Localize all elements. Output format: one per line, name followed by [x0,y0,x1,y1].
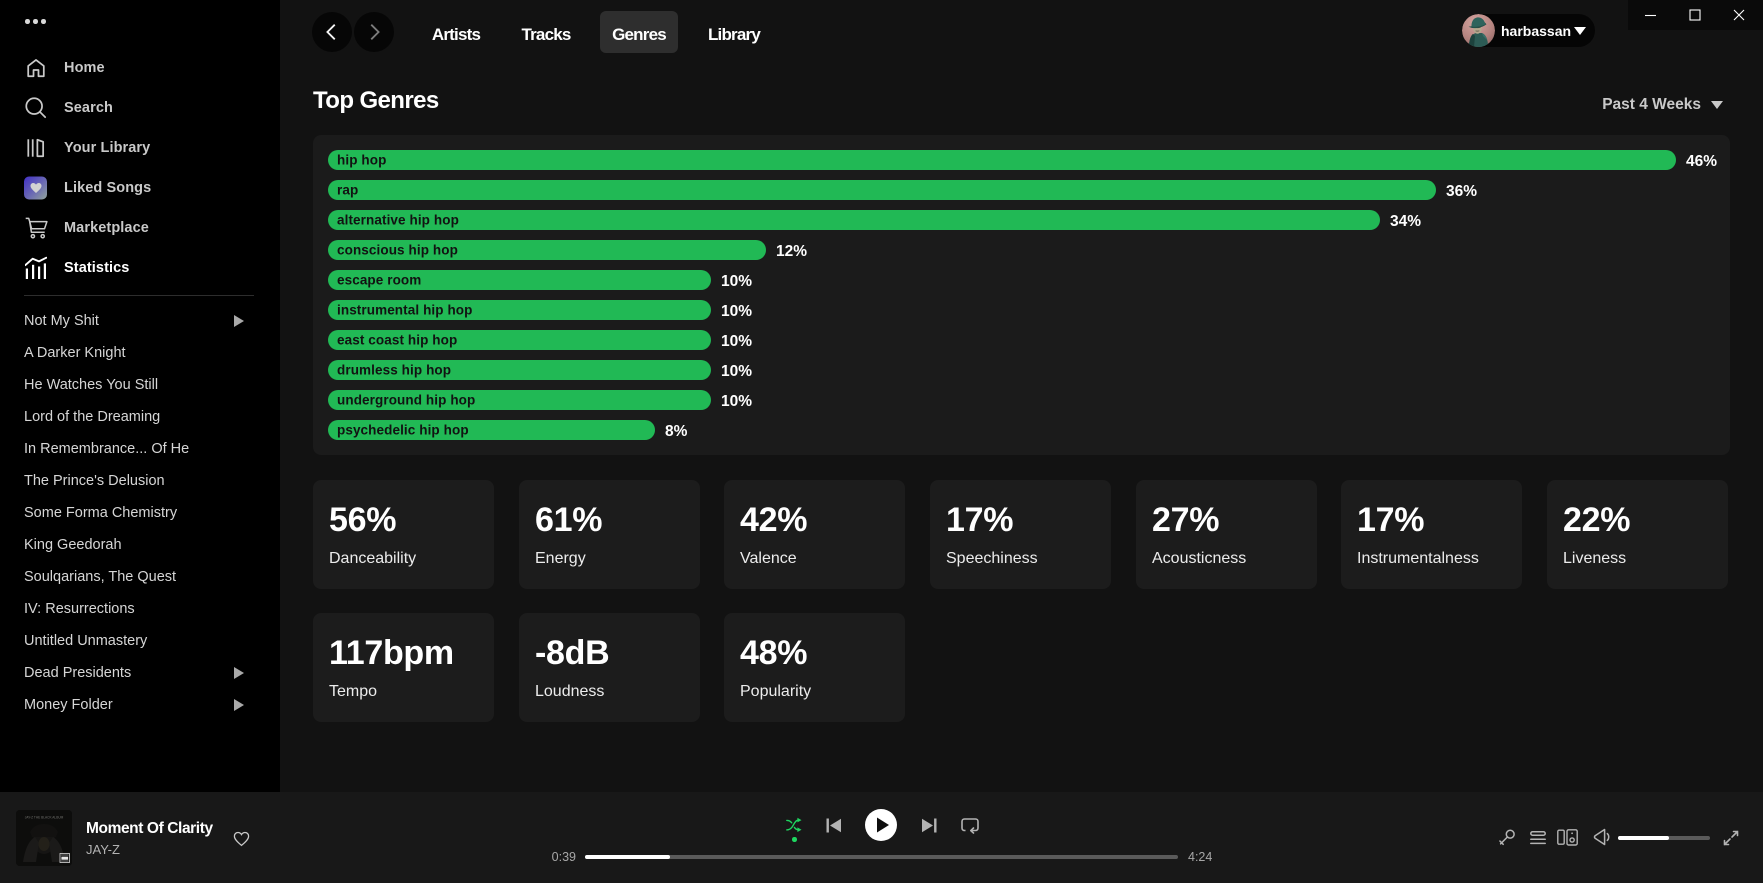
svg-text:JAY-Z THE BLACK ALBUM: JAY-Z THE BLACK ALBUM [25,816,64,820]
